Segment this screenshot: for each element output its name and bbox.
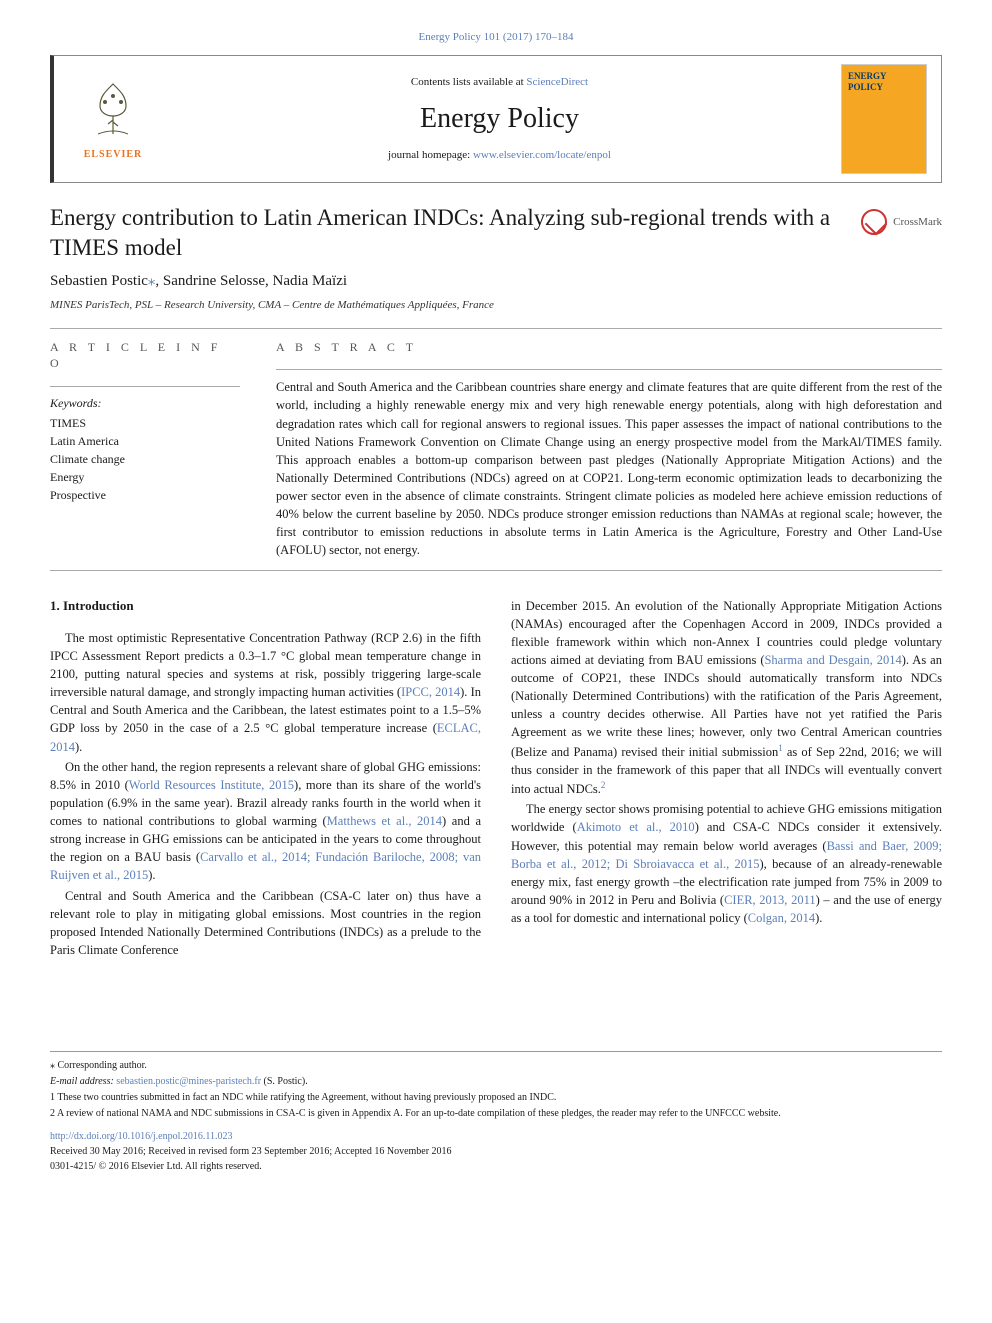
cover-line1: ENERGY <box>848 71 920 82</box>
footnote-2: 2 A review of national NAMA and NDC subm… <box>50 1106 942 1121</box>
email-line: E-mail address: sebastien.postic@mines-p… <box>50 1074 942 1089</box>
body-para: Central and South America and the Caribb… <box>50 887 481 960</box>
keywords-label: Keywords: <box>50 395 240 412</box>
elsevier-logo: ELSEVIER <box>68 76 158 162</box>
sciencedirect-link[interactable]: ScienceDirect <box>526 76 588 88</box>
article-title: Energy contribution to Latin American IN… <box>50 203 849 263</box>
email-suffix: (S. Postic). <box>261 1076 308 1087</box>
email-label: E-mail address: <box>50 1076 116 1087</box>
corresponding-author-note: ⁎ Corresponding author. <box>50 1058 942 1073</box>
email-link[interactable]: sebastien.postic@mines-paristech.fr <box>116 1076 261 1087</box>
doi-link[interactable]: http://dx.doi.org/10.1016/j.enpol.2016.1… <box>50 1131 233 1142</box>
elsevier-tree-icon <box>78 76 148 146</box>
divider-top <box>50 328 942 329</box>
abstract-text: Central and South America and the Caribb… <box>276 378 942 559</box>
journal-name: Energy Policy <box>158 99 841 138</box>
homepage-line: journal homepage: www.elsevier.com/locat… <box>158 148 841 163</box>
top-citation-link[interactable]: Energy Policy 101 (2017) 170–184 <box>418 31 573 43</box>
info-abstract-row: A R T I C L E I N F O Keywords: TIMES La… <box>50 339 942 560</box>
divider-bottom <box>50 570 942 571</box>
body-para: The most optimistic Representative Conce… <box>50 629 481 756</box>
body-para: in December 2015. An evolution of the Na… <box>511 597 942 799</box>
contents-prefix: Contents lists available at <box>411 76 526 88</box>
doi-block: http://dx.doi.org/10.1016/j.enpol.2016.1… <box>50 1129 942 1174</box>
journal-cover: ENERGY POLICY <box>841 64 927 174</box>
body-right-column: in December 2015. An evolution of the Na… <box>511 597 942 961</box>
info-heading: A R T I C L E I N F O <box>50 339 240 373</box>
intro-heading: 1. Introduction <box>50 597 481 615</box>
affiliation: MINES ParisTech, PSL – Research Universi… <box>50 298 942 313</box>
article-info: A R T I C L E I N F O Keywords: TIMES La… <box>50 339 240 560</box>
contents-line: Contents lists available at ScienceDirec… <box>158 75 841 90</box>
abstract-heading: A B S T R A C T <box>276 339 942 356</box>
crossmark-label: CrossMark <box>893 215 942 230</box>
top-citation: Energy Policy 101 (2017) 170–184 <box>50 30 942 45</box>
keyword: TIMES <box>50 414 240 432</box>
abstract: A B S T R A C T Central and South Americ… <box>276 339 942 560</box>
abstract-divider <box>276 369 942 370</box>
keyword: Latin America <box>50 432 240 450</box>
header-center: Contents lists available at ScienceDirec… <box>158 75 841 163</box>
authors-rest: , Sandrine Selosse, Nadia Maïzi <box>155 273 347 289</box>
info-divider <box>50 386 240 387</box>
elsevier-text: ELSEVIER <box>84 148 143 162</box>
crossmark-icon <box>861 209 887 235</box>
footnote-1: 1 These two countries submitted in fact … <box>50 1090 942 1105</box>
keyword: Prospective <box>50 486 240 504</box>
authors: Sebastien Postic⁎, Sandrine Selosse, Nad… <box>50 271 942 292</box>
body-para: On the other hand, the region represents… <box>50 758 481 885</box>
author-first: Sebastien Postic <box>50 273 148 289</box>
journal-header: ELSEVIER Contents lists available at Sci… <box>50 55 942 183</box>
keyword: Climate change <box>50 450 240 468</box>
keyword: Energy <box>50 468 240 486</box>
received-line: Received 30 May 2016; Received in revise… <box>50 1146 452 1157</box>
footnotes: ⁎ Corresponding author. E-mail address: … <box>50 1051 942 1121</box>
title-row: Energy contribution to Latin American IN… <box>50 203 942 263</box>
copyright-line: 0301-4215/ © 2016 Elsevier Ltd. All righ… <box>50 1161 262 1172</box>
homepage-prefix: journal homepage: <box>388 149 473 161</box>
body-left-column: 1. Introduction The most optimistic Repr… <box>50 597 481 961</box>
body-para: The energy sector shows promising potent… <box>511 800 942 927</box>
crossmark-badge[interactable]: CrossMark <box>861 209 942 235</box>
homepage-link[interactable]: www.elsevier.com/locate/enpol <box>473 149 611 161</box>
cover-line2: POLICY <box>848 82 920 93</box>
body-columns: 1. Introduction The most optimistic Repr… <box>50 597 942 961</box>
